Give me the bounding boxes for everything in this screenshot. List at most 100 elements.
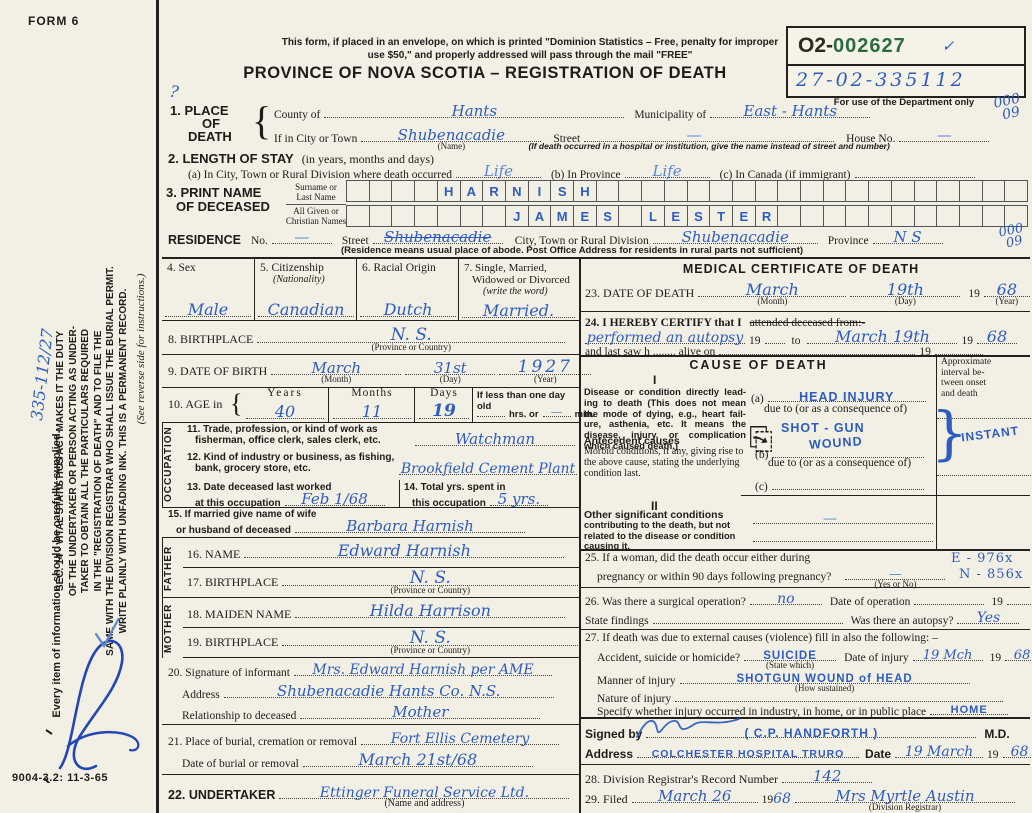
- county-value: Hants: [451, 102, 498, 120]
- certify-to-date: March 19th: [834, 327, 930, 346]
- field-industry: 12. Kind of industry or business, as fis…: [187, 452, 577, 477]
- age-years: 40: [274, 402, 296, 421]
- stamp-prefix: O2-: [798, 34, 834, 57]
- filed-date-value: March 26: [657, 787, 732, 805]
- field-certify: 24. I HEREBY CERTIFY that I attended dec…: [581, 311, 1030, 358]
- division-registrar-value: Mrs Myrtle Austin: [835, 787, 975, 805]
- section-2-length-of-stay: 2. LENGTH OF STAY (in years, months and …: [162, 150, 1030, 181]
- field-last-worked: 13. Date deceased last worked at this oc…: [183, 480, 399, 509]
- name-grid-cell: [415, 205, 438, 227]
- name-grid-cell: L: [642, 205, 665, 227]
- informant-relationship: Mother: [392, 703, 449, 721]
- birth-month: March: [311, 359, 362, 377]
- name-grid-cell: E: [664, 205, 688, 227]
- municipality-line: East - Hants: [710, 102, 871, 120]
- s1-label: 1. PLACE: [170, 103, 229, 118]
- page-title: PROVINCE OF NOVA SCOTIA – REGISTRATION O…: [243, 64, 727, 82]
- municipality-value: East - Hants: [743, 102, 838, 120]
- name-grid-cell: A: [460, 180, 484, 202]
- field-trade: 11. Trade, profession, or kind of work a…: [183, 422, 579, 450]
- name-grid-cell: [801, 205, 824, 227]
- stamp-number: 002627: [833, 34, 906, 57]
- county-line: Hants: [324, 102, 625, 120]
- name-grid-cell: [937, 205, 960, 227]
- name-grid-cell: E: [574, 205, 597, 227]
- field-father-birthplace: 17. BIRTHPLACE N. S. (Province or Country…: [183, 567, 579, 598]
- department-only-label: For use of the Department only: [833, 97, 975, 108]
- sex-value: Male: [187, 300, 229, 319]
- physician-address: COLCHESTER HOSPITAL TRURO: [651, 747, 845, 760]
- name-grid-cell: [982, 205, 1006, 227]
- field-undertaker: 22. UNDERTAKER Ettinger Funeral Service …: [162, 774, 579, 813]
- undertaker-value: Ettinger Funeral Service Ltd.: [319, 785, 530, 801]
- field-years-occupation: 14. Total yrs. spent in this occupation …: [399, 480, 580, 509]
- name-grid-cell: [959, 205, 983, 227]
- form-number: FORM 6: [28, 14, 80, 28]
- cause-b-hw1: SHOT - GUN: [781, 421, 865, 435]
- name-grid-cell: [1005, 180, 1029, 202]
- last-worked-value: Feb 1/68: [301, 490, 368, 508]
- suicide-value: SUICIDE: [763, 649, 817, 662]
- residence-row: RESIDENCE No. — Street Shubenacadie City…: [162, 221, 1030, 257]
- name-grid-cell: [937, 180, 960, 202]
- cause-a-value: HEAD INJURY: [799, 389, 895, 404]
- injury-place-value: HOME: [950, 704, 988, 716]
- name-grid-cell: [346, 205, 370, 227]
- name-grid-cell: [914, 180, 938, 202]
- signed-date: 19 March: [904, 744, 974, 760]
- name-grid-cell: T: [710, 205, 733, 227]
- name-grid-cell: [415, 180, 438, 202]
- name-grid-cell: [596, 180, 620, 202]
- name-grid-cell: [642, 180, 665, 202]
- name-grid-cell: [823, 205, 847, 227]
- name-grid-cell: [369, 205, 393, 227]
- stay-province-line: Life: [624, 164, 710, 179]
- name-grid-cell: [710, 180, 733, 202]
- trade-value: Watchman: [455, 430, 535, 448]
- print-code: 9004-3.2: 11-3-65: [12, 772, 108, 784]
- field-operation: 26. Was there a surgical operation? no D…: [581, 587, 1032, 630]
- physician-signature-scrawl: [636, 718, 740, 738]
- field-registrar: 28. Division Registrar's Record Number 1…: [581, 764, 1030, 813]
- medical-certificate: MEDICAL CERTIFICATE OF DEATH 23. DATE OF…: [581, 259, 1032, 813]
- department-stamp-box: O2- 002627 ✓ 27-02-335112: [786, 26, 1026, 98]
- name-grid-cell: [959, 180, 983, 202]
- row-4-7: 4. Sex Male 5. Citizenship (Nationality)…: [162, 259, 579, 321]
- field-spouse: 15. If married give name of wife or husb…: [162, 507, 579, 538]
- cause-lead-text: Disease or condition directly lead­ing t…: [584, 387, 746, 451]
- name-grid-cell: [801, 180, 824, 202]
- left-column: 4. Sex Male 5. Citizenship (Nationality)…: [162, 259, 594, 813]
- city-line: Shubenacadie (Name): [361, 128, 542, 151]
- name-grid-cell: [823, 180, 847, 202]
- s1-county-row: County of Hants Municipality of East - H…: [274, 102, 871, 123]
- occupation-strip-label: OCCUPATION: [162, 422, 183, 507]
- field-signed-by: Signed by ( C.P. HANDFORTH ) M.D. Addres…: [581, 717, 1032, 765]
- mail-notice-line2: use $50," and properly addressed will pa…: [367, 50, 693, 61]
- name-grid-cell: [346, 180, 370, 202]
- field-informant: 20. Signature of informant Mrs. Edward H…: [162, 657, 579, 725]
- name-grid-cell: [369, 180, 393, 202]
- field-date-of-death: 23. DATE OF DEATH March (Month) 19th (Day)…: [581, 277, 1030, 312]
- mother-birthplace-value: N. S.: [409, 628, 451, 648]
- age-months: 11: [361, 402, 383, 421]
- interval-column: Approximate interval be- tween onset and…: [931, 355, 1031, 549]
- name-grid-cell: R: [755, 205, 779, 227]
- name-grid-cell: [460, 205, 484, 227]
- name-grid-cell: [982, 180, 1006, 202]
- code-n856: N - 856x: [959, 567, 1024, 582]
- name-grid-cell: S: [551, 180, 575, 202]
- name-grid-cell: [755, 180, 779, 202]
- name-grid-cell: [846, 180, 870, 202]
- section-3-print-name: 3. PRINT NAME OF DECEASED Surname or Last…: [162, 179, 1030, 229]
- industry-value: Brookfield Cement Plant: [400, 461, 576, 477]
- field-pregnancy: 25. If a woman, did the death occur eith…: [581, 549, 1030, 589]
- residence-caption: (Residence means usual place of abode. P…: [340, 245, 804, 256]
- mother-maiden-name-value: Hilda Harrison: [369, 601, 491, 620]
- field-age: 10. AGE in { Years 40 Months 11 Days 19 …: [162, 387, 594, 423]
- occupation-block: OCCUPATION 11. Trade, profession, or kin…: [162, 422, 580, 509]
- name-grid-cell: H: [574, 180, 597, 202]
- name-grid-cell: [687, 180, 711, 202]
